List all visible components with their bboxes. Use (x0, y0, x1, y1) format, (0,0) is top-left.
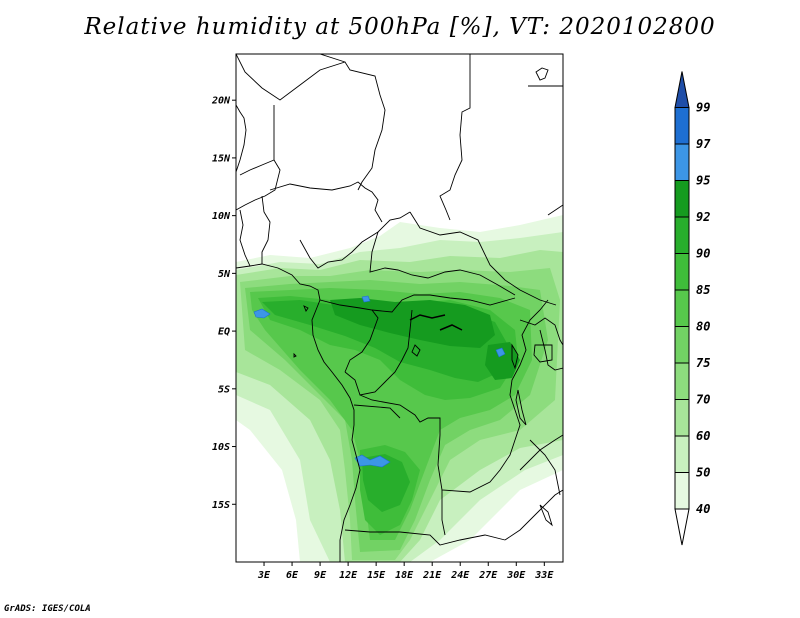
humidity-band-90b (362, 454, 410, 512)
lat-tick-label: 15N (212, 153, 231, 164)
lon-tick-label: 3E (257, 570, 271, 581)
colorbar-segment (674, 399, 690, 437)
lat-tick-label: 10S (212, 442, 230, 453)
longitude-axis: 3E 6E 9E 12E 15E 18E 21E 24E 27E 30E 33E (257, 562, 554, 581)
lat-tick-label: 10N (212, 211, 231, 222)
lon-tick-label: 33E (534, 570, 554, 581)
lon-tick-label: 21E (422, 570, 442, 581)
colorbar-segment (674, 180, 690, 218)
colorbar-segment (674, 143, 690, 181)
colorbar-segment (674, 289, 690, 327)
colorbar-segment (674, 362, 690, 400)
humidity-band-92 (330, 298, 495, 348)
colorbar-label: 50 (696, 466, 710, 480)
lon-tick-label: 18E (395, 570, 414, 581)
colorbar-segment (674, 253, 690, 291)
colorbar-label: 60 (696, 429, 710, 443)
colorbar-label: 75 (696, 356, 710, 370)
map-frame (235, 53, 564, 563)
lon-tick-label: 15E (367, 570, 386, 581)
humidity-field (236, 215, 563, 562)
colorbar-label: 92 (696, 210, 710, 224)
lon-tick-label: 27E (478, 570, 498, 581)
lat-tick-label: 5S (218, 384, 230, 395)
humidity-band-92b (485, 342, 520, 380)
colorbar-legend: 40 50 60 70 75 80 85 90 92 95 97 99 (674, 71, 711, 546)
colorbar-label: 97 (696, 137, 711, 151)
humidity-band-95b (354, 454, 391, 468)
lon-tick-label: 12E (339, 570, 358, 581)
grads-credit: GrADS: IGES/COLA (4, 604, 91, 614)
lat-tick-label: 15S (212, 500, 230, 511)
colorbar-label: 95 (696, 174, 710, 188)
colorbar-label: 85 (696, 283, 710, 297)
colorbar-label: 80 (696, 320, 710, 334)
lon-tick-label: 24E (450, 570, 470, 581)
lon-tick-label: 30E (506, 570, 526, 581)
lon-tick-label: 6E (286, 570, 299, 581)
map-title: Relative humidity at 500hPa [%], VT: 202… (84, 14, 716, 40)
colorbar-segment (674, 216, 690, 254)
humidity-band-95c (495, 347, 506, 358)
colorbar-label: 70 (696, 393, 710, 407)
colorbar-label: 40 (696, 502, 710, 516)
colorbar-below-triangle (674, 508, 690, 546)
lat-tick-label: 5N (218, 269, 231, 280)
colorbar-segment (674, 107, 690, 145)
latitude-axis: 20N 15N 10N 5N EQ 5S 10S 15S (211, 96, 236, 511)
lat-tick-label: EQ (218, 327, 230, 338)
lat-tick-label: 20N (211, 96, 231, 107)
colorbar-label: 99 (696, 101, 710, 115)
humidity-band-95d (361, 295, 371, 303)
country-borders (236, 54, 563, 562)
lon-tick-label: 9E (314, 570, 327, 581)
colorbar-segment (674, 435, 690, 473)
humidity-band-95 (253, 308, 271, 319)
colorbar-label: 90 (696, 247, 710, 261)
colorbar-segment (674, 472, 690, 510)
colorbar-above-triangle (674, 71, 690, 108)
colorbar-segment (674, 326, 690, 364)
